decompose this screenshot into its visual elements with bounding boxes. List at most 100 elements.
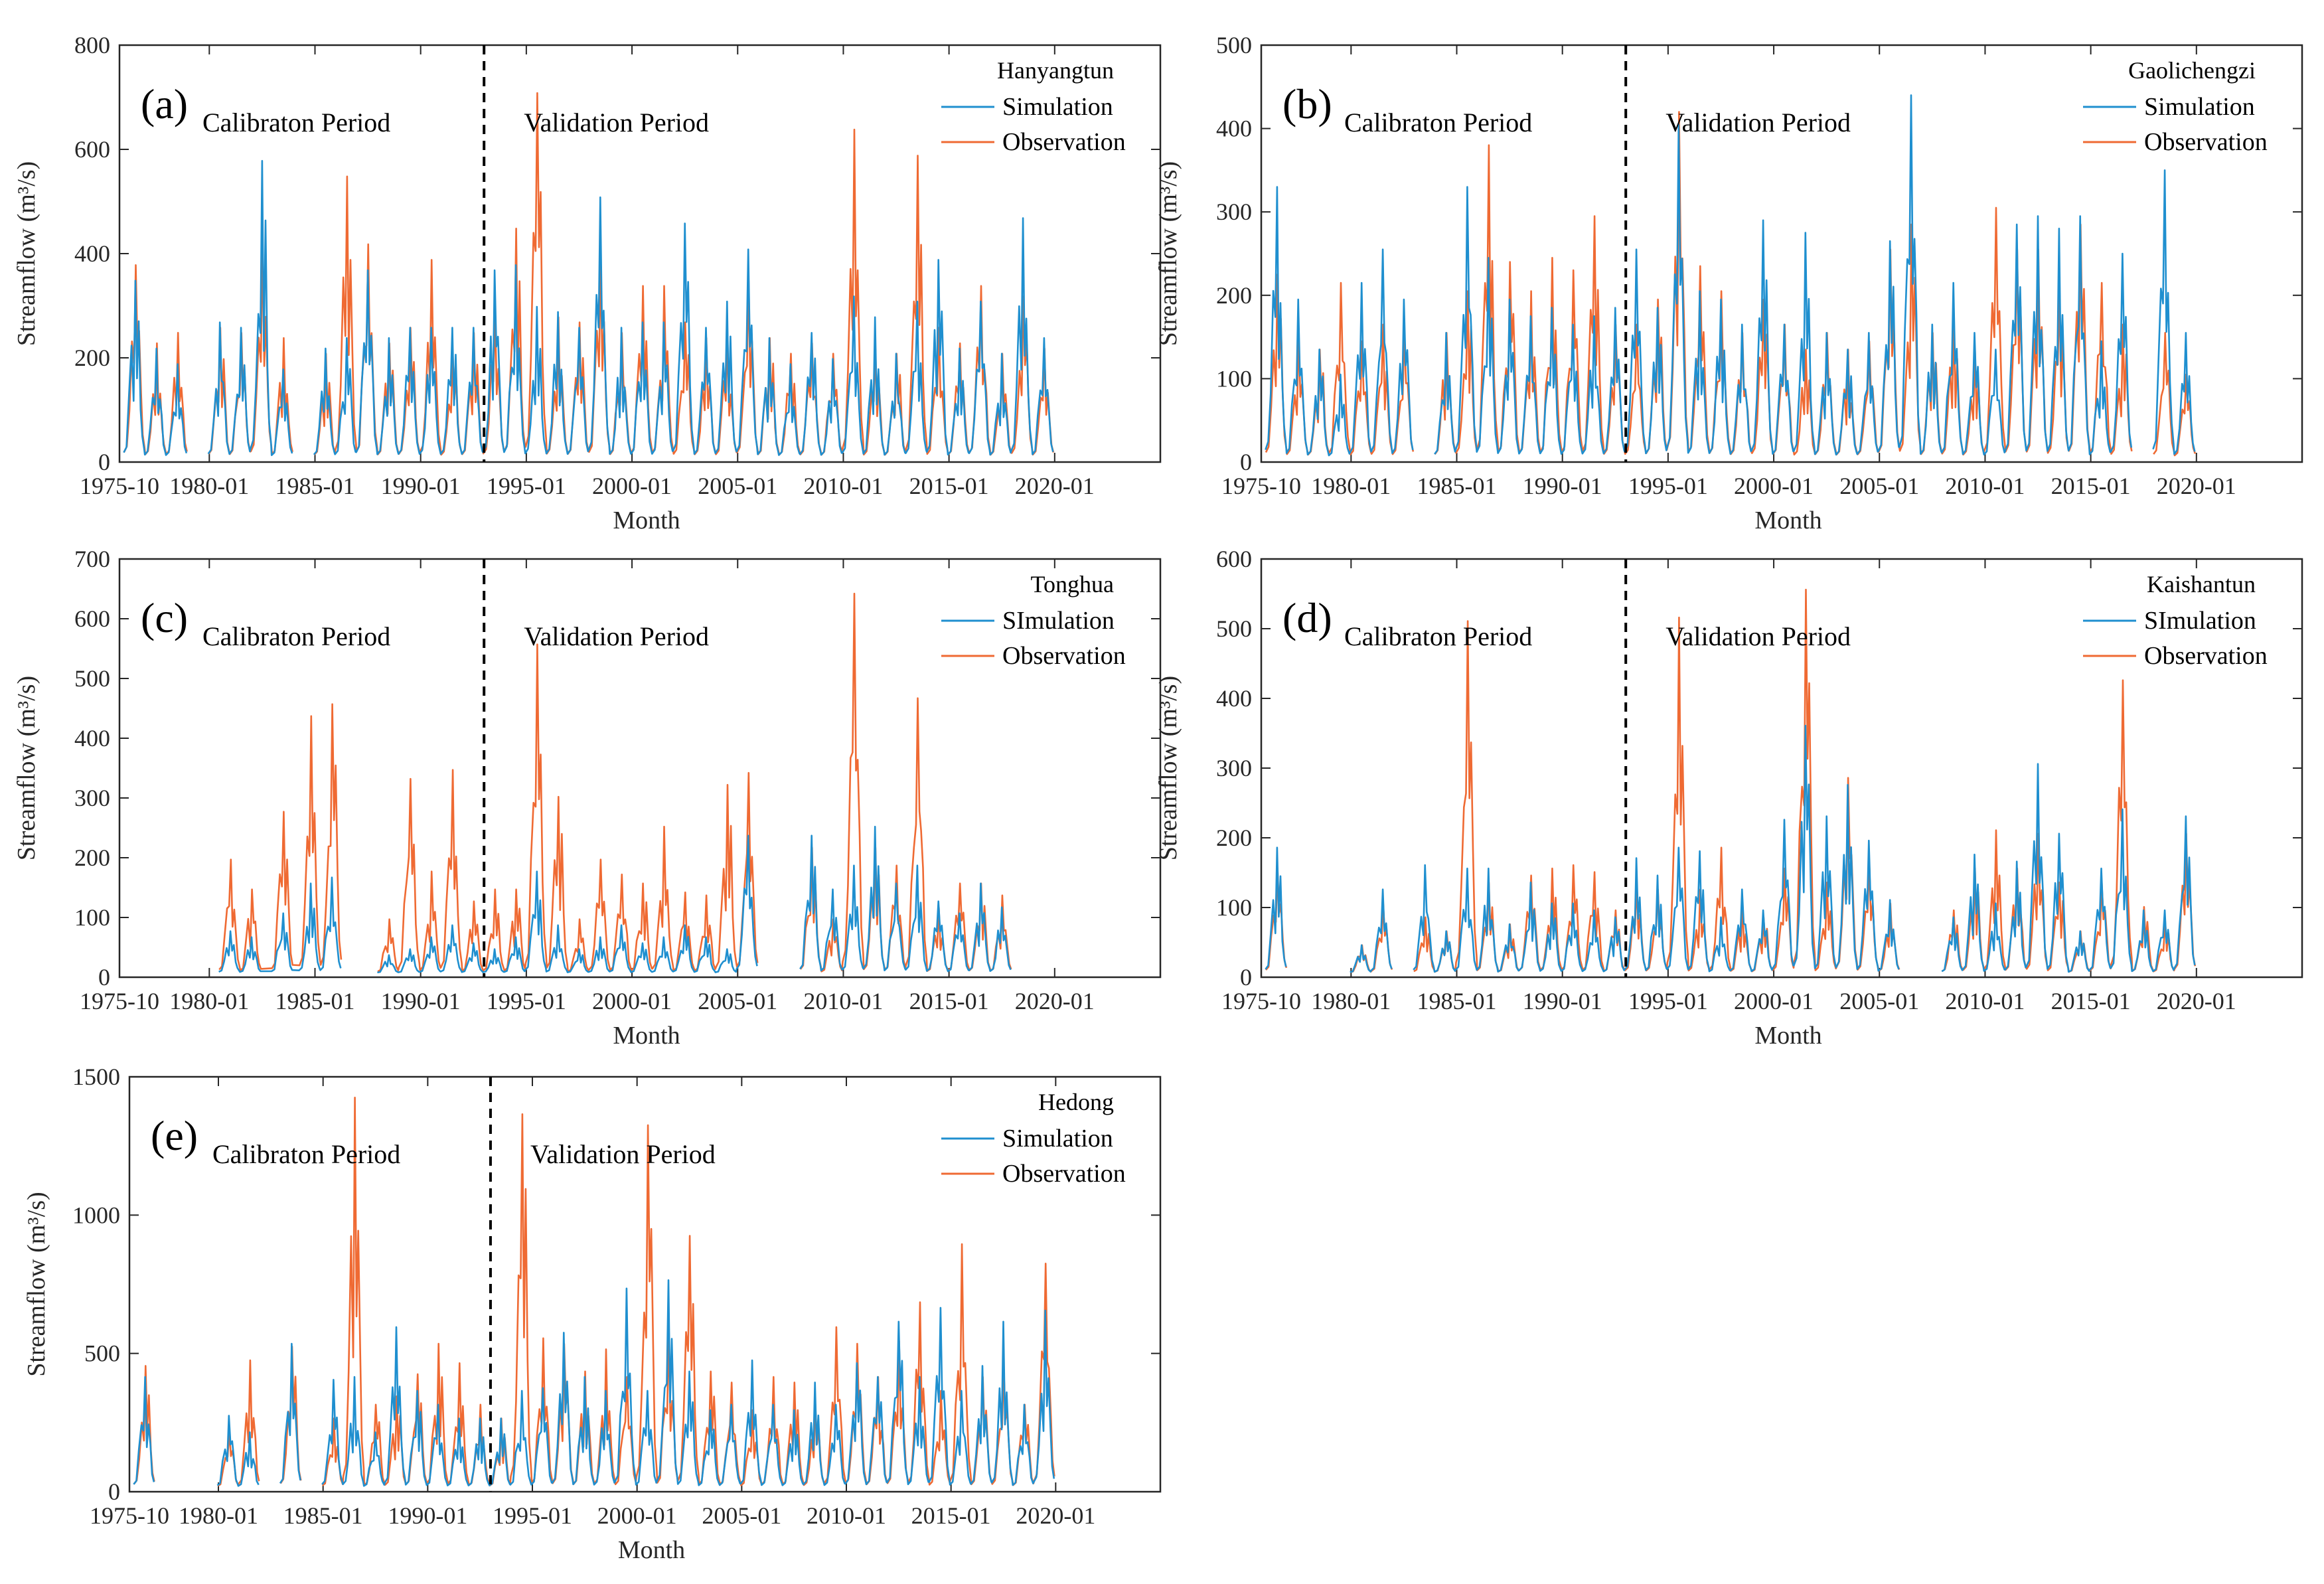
y-tick-label: 800 <box>74 32 110 58</box>
legend-observation-label: Observation <box>1002 642 1126 670</box>
calibration-period-label: Calibraton Period <box>202 108 390 137</box>
x-tick-label: 1990-01 <box>381 988 461 1014</box>
x-axis-title: Month <box>1754 1022 1821 1050</box>
x-tick-label: 1980-01 <box>169 473 249 499</box>
legend-simulation-label: Simulation <box>1002 93 1113 121</box>
y-axis-title: Streamflow (m³/s) <box>1154 161 1182 346</box>
x-tick-label: 2015-01 <box>2051 988 2131 1014</box>
x-tick-label: 1985-01 <box>283 1502 363 1529</box>
panel-a-hanyangtun: 0 200 400 600 800 1975-10 1980-01 1985-01 1990-0… <box>13 32 1162 534</box>
observation-series-line <box>1265 111 2197 457</box>
y-tick-label: 200 <box>1216 282 1252 309</box>
x-axis-title: Month <box>613 507 680 534</box>
calibration-period-label: Calibraton Period <box>1344 108 1532 137</box>
y-tick-label: 100 <box>1216 894 1252 921</box>
y-tick-label: 100 <box>1216 365 1252 392</box>
calibration-period-label: Calibraton Period <box>212 1139 400 1169</box>
x-axis-title: Month <box>618 1536 685 1564</box>
simulation-series-line <box>218 825 1012 974</box>
x-tick-label: 1975-10 <box>80 988 159 1014</box>
y-axis-title: Streamflow (m³/s) <box>13 161 40 346</box>
y-tick-label: 300 <box>74 785 110 811</box>
simulation-series-line <box>133 1279 1055 1487</box>
x-tick-label: 2020-01 <box>2157 473 2236 499</box>
legend-station-name: Tonghua <box>1031 571 1114 597</box>
x-tick-label: 2010-01 <box>807 1502 886 1529</box>
legend-station-name: Gaolichengzi <box>2128 57 2256 84</box>
panel-letter: (b) <box>1282 80 1332 127</box>
y-tick-label: 0 <box>1240 449 1252 475</box>
panel-e-hedong: 0 500 1000 1500 1975-10 1980-01 1985-01 1990-01… <box>23 1064 1162 1564</box>
y-tick-label: 200 <box>74 345 110 371</box>
x-tick-label: 2010-01 <box>803 473 883 499</box>
x-tick-label: 1990-01 <box>388 1502 467 1529</box>
x-tick-label: 1985-01 <box>1417 473 1496 499</box>
y-tick-label: 1000 <box>72 1202 120 1228</box>
validation-period-label: Validation Period <box>1666 108 1851 137</box>
plot-frame <box>118 558 1162 979</box>
x-tick-label: 2010-01 <box>803 988 883 1014</box>
y-tick-label: 400 <box>74 725 110 752</box>
x-tick-label: 2015-01 <box>2051 473 2131 499</box>
y-tick-label: 200 <box>1216 825 1252 851</box>
legend-simulation-label: SImulation <box>2144 607 2256 635</box>
x-tick-label: 1995-01 <box>487 473 566 499</box>
calibration-period-label: Calibraton Period <box>202 621 390 651</box>
x-tick-label: 2005-01 <box>702 1502 781 1529</box>
validation-period-label: Validation Period <box>524 108 709 137</box>
x-tick-label: 1980-01 <box>1311 473 1391 499</box>
legend-observation-label: Observation <box>2144 128 2268 156</box>
x-tick-label: 1985-01 <box>1417 988 1496 1014</box>
x-tick-label: 2005-01 <box>1839 988 1919 1014</box>
panel-d-kaishantun: 0 100 200 300 400 500 600 1975-10 1980-01 1985-01… <box>1154 546 2303 1050</box>
panel-letter: (d) <box>1282 594 1332 641</box>
legend-observation-label: Observation <box>1002 1160 1126 1188</box>
x-tick-label: 1975-10 <box>1221 473 1301 499</box>
x-tick-label: 2020-01 <box>1015 473 1095 499</box>
simulation-series-line <box>123 160 1054 456</box>
x-tick-label: 2000-01 <box>592 473 672 499</box>
panel-letter: (e) <box>151 1112 198 1159</box>
y-tick-label: 500 <box>84 1340 120 1367</box>
legend-simulation-label: SImulation <box>1002 607 1115 635</box>
y-tick-label: 1500 <box>72 1064 120 1090</box>
y-tick-label: 500 <box>1216 615 1252 642</box>
x-axis-title: Month <box>613 1022 680 1050</box>
x-tick-label: 2010-01 <box>1945 473 2025 499</box>
y-tick-label: 0 <box>98 964 110 990</box>
y-tick-label: 0 <box>1240 964 1252 990</box>
validation-period-label: Validation Period <box>524 621 709 651</box>
plot-frame <box>128 1075 1162 1493</box>
x-tick-label: 1980-01 <box>169 988 249 1014</box>
x-tick-label: 2005-01 <box>1839 473 1919 499</box>
panel-b-gaolichengzi: 0 100 200 300 400 500 1975-10 1980-01 1985-01 199… <box>1154 32 2303 534</box>
y-tick-label: 600 <box>74 136 110 163</box>
y-tick-label: 600 <box>74 605 110 632</box>
x-tick-label: 1975-10 <box>80 473 159 499</box>
legend-station-name: Hanyangtun <box>997 57 1114 84</box>
y-tick-label: 500 <box>1216 32 1252 58</box>
x-tick-label: 2020-01 <box>1015 988 1095 1014</box>
x-tick-label: 1975-10 <box>90 1502 169 1529</box>
x-tick-label: 2005-01 <box>698 988 777 1014</box>
validation-period-label: Validation Period <box>530 1139 716 1169</box>
x-tick-label: 1995-01 <box>487 988 566 1014</box>
x-tick-label: 2015-01 <box>911 1502 991 1529</box>
x-tick-label: 1990-01 <box>1523 473 1602 499</box>
y-axis-title: Streamflow (m³/s) <box>1154 676 1182 860</box>
legend-observation-label: Observation <box>1002 128 1126 156</box>
x-tick-label: 2000-01 <box>592 988 672 1014</box>
legend-station-name: Hedong <box>1038 1089 1114 1115</box>
x-axis-title: Month <box>1754 507 1821 534</box>
simulation-series-line <box>1265 724 2196 973</box>
x-tick-label: 2015-01 <box>909 988 989 1014</box>
x-tick-label: 2000-01 <box>1734 473 1814 499</box>
y-tick-label: 300 <box>1216 755 1252 781</box>
y-tick-label: 700 <box>74 546 110 572</box>
x-tick-label: 2020-01 <box>2157 988 2236 1014</box>
legend-simulation-label: Simulation <box>1002 1125 1113 1152</box>
simulation-series-line <box>1265 94 2196 457</box>
legend-station-name: Kaishantun <box>2147 571 2256 597</box>
panel-c-tonghua: 0 100 200 300 400 500 600 700 1975-10 1980-01 1985… <box>13 546 1162 1050</box>
